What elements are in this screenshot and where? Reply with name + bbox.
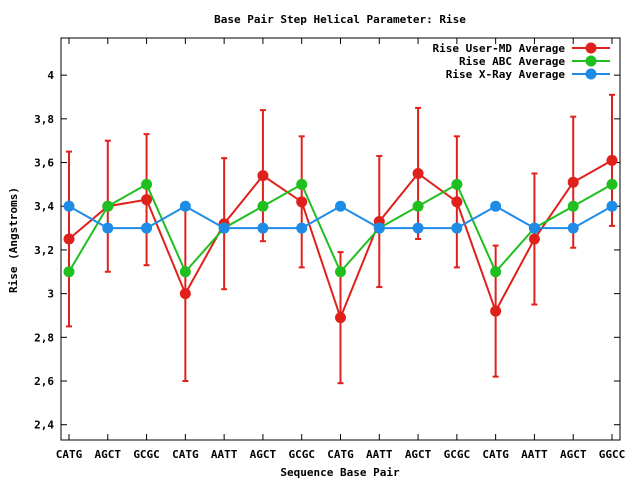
x-tick-label: AGCT	[95, 448, 122, 461]
data-point	[606, 200, 618, 212]
data-point	[257, 170, 269, 182]
x-tick-label: CATG	[327, 448, 354, 461]
x-tick-label: AATT	[211, 448, 238, 461]
data-point	[451, 196, 463, 208]
y-tick-label: 3,2	[34, 244, 54, 257]
data-point	[102, 200, 114, 212]
data-point	[296, 178, 308, 190]
data-point	[567, 200, 579, 212]
data-point	[606, 154, 618, 166]
series-layer	[63, 93, 618, 385]
x-tick-label: GGCC	[599, 448, 626, 461]
data-point	[141, 178, 153, 190]
series-3	[63, 200, 618, 234]
x-tick-label: CATG	[172, 448, 199, 461]
data-point	[63, 200, 75, 212]
series-2	[63, 178, 618, 278]
data-point	[528, 222, 540, 234]
y-tick-label: 2,6	[34, 375, 54, 388]
data-point	[412, 200, 424, 212]
x-tick-label: AGCT	[250, 448, 277, 461]
data-point	[102, 222, 114, 234]
data-point	[412, 167, 424, 179]
data-point	[490, 266, 502, 278]
data-point	[63, 266, 75, 278]
data-point	[490, 305, 502, 317]
data-point	[335, 200, 346, 212]
x-tick-label: AATT	[366, 448, 393, 461]
data-point	[179, 266, 191, 278]
x-tick-label: AATT	[521, 448, 548, 461]
y-tick-label: 3,8	[34, 113, 54, 126]
data-point	[490, 200, 502, 212]
x-tick-label: CATG	[482, 448, 509, 461]
x-axis-label: Sequence Base Pair	[280, 466, 400, 479]
data-point	[451, 222, 463, 234]
legend-marker	[585, 42, 597, 54]
legend-label: Rise ABC Average	[459, 55, 565, 68]
data-point	[141, 194, 153, 206]
legend-label: Rise User-MD Average	[433, 42, 566, 55]
chart-title: Base Pair Step Helical Parameter: Rise	[214, 13, 466, 26]
legend-marker	[585, 55, 597, 67]
data-point	[63, 233, 75, 245]
data-point	[373, 222, 385, 234]
data-point	[179, 288, 191, 300]
y-tick-label: 3	[47, 288, 54, 301]
x-tick-label: GCGC	[133, 448, 160, 461]
axis-ticks: 2,4 2,6 2,8 3 3,2 3,4 3,6 3,8 4 CATG AGCT GCGC CATG A…	[34, 38, 625, 461]
series-1	[63, 93, 618, 385]
data-point	[567, 176, 579, 188]
y-tick-label: 3,6	[34, 157, 54, 170]
data-point	[335, 266, 346, 278]
data-point	[257, 222, 269, 234]
data-point	[218, 222, 230, 234]
y-tick-label: 2,4	[34, 419, 54, 432]
x-tick-label: CATG	[56, 448, 83, 461]
legend-label: Rise X-Ray Average	[446, 68, 566, 81]
y-axis-label: Rise (Angstroms)	[7, 187, 20, 293]
data-point	[412, 222, 424, 234]
legend-marker	[585, 68, 597, 80]
y-tick-label: 3,4	[34, 200, 54, 213]
data-point	[141, 222, 153, 234]
x-tick-label: AGCT	[405, 448, 432, 461]
x-tick-label: AGCT	[560, 448, 587, 461]
data-point	[567, 222, 579, 234]
data-point	[606, 178, 618, 190]
y-tick-label: 2,8	[34, 331, 54, 344]
x-tick-label: GCGC	[444, 448, 471, 461]
data-point	[451, 178, 463, 190]
data-point	[179, 200, 191, 212]
data-point	[528, 233, 540, 245]
y-tick-label: 4	[47, 69, 54, 82]
x-tick-label: GCGC	[288, 448, 315, 461]
data-point	[257, 200, 269, 212]
data-point	[296, 196, 308, 208]
data-point	[296, 222, 308, 234]
data-point	[335, 312, 346, 324]
